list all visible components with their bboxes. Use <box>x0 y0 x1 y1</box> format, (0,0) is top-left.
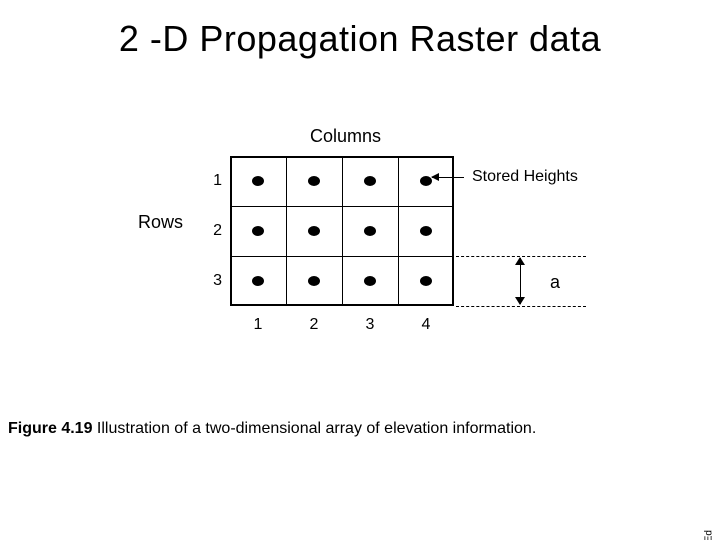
grid-dot <box>308 176 320 186</box>
gridline-vertical <box>342 156 343 306</box>
row-number: 2 <box>202 222 222 240</box>
row-number: 3 <box>202 272 222 290</box>
grid-dot <box>364 226 376 236</box>
caption-text: Illustration of a two-dimensional array … <box>92 420 536 437</box>
caption-figure-number: Figure 4.19 <box>8 420 92 437</box>
columns-label: Columns <box>310 126 381 147</box>
stored-heights-label: Stored Heights <box>472 168 578 186</box>
arrow-up-icon <box>515 257 525 265</box>
column-number: 3 <box>360 316 380 334</box>
raster-diagram: Columns Rows 1 2 3 1 2 3 4 Stored Heights a <box>120 120 660 410</box>
slide-title: 2 -D Propagation Raster data <box>0 18 720 60</box>
grid-dot <box>420 276 432 286</box>
grid-dot <box>252 276 264 286</box>
grid-dot <box>308 226 320 236</box>
arrow-down-icon <box>515 297 525 305</box>
column-number: 1 <box>248 316 268 334</box>
arrow-head-icon <box>431 173 439 181</box>
rows-label: Rows <box>138 212 183 233</box>
gridline-horizontal <box>230 256 454 257</box>
figure-caption: Figure 4.19 Illustration of a two-dimens… <box>8 420 536 438</box>
grid-dot <box>308 276 320 286</box>
column-number: 2 <box>304 316 324 334</box>
cell-size-label: a <box>550 272 560 293</box>
grid-dot <box>364 276 376 286</box>
copyright-text: © 2002 Pearson Ed <box>703 530 714 540</box>
grid-dot <box>364 176 376 186</box>
column-number: 4 <box>416 316 436 334</box>
dashed-line-bottom <box>456 306 586 307</box>
gridline-vertical <box>398 156 399 306</box>
grid-dot <box>420 226 432 236</box>
grid-dot <box>252 176 264 186</box>
grid-dot <box>252 226 264 236</box>
gridline-vertical <box>286 156 287 306</box>
row-number: 1 <box>202 172 222 190</box>
gridline-horizontal <box>230 206 454 207</box>
slide: 2 -D Propagation Raster data Columns Rows… <box>0 0 720 540</box>
